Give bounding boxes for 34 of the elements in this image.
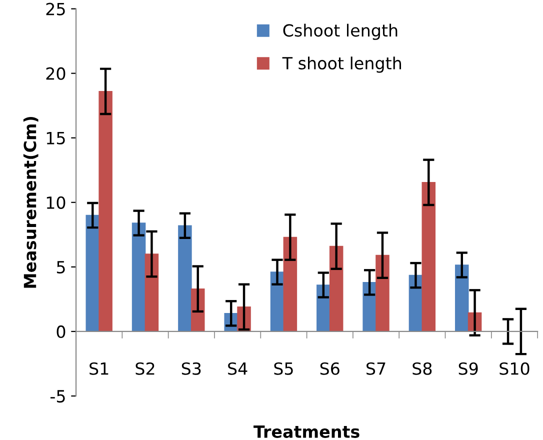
x-tick-label: S6 — [320, 362, 340, 375]
legend-label: T shoot length — [282, 56, 401, 73]
x-tick-label: S5 — [274, 362, 293, 375]
y-tick-label: 15 — [46, 132, 65, 144]
bar — [422, 182, 436, 332]
y-axis-title: Measurement(Cm) — [23, 116, 38, 288]
bar — [98, 90, 112, 332]
x-tick-label: S3 — [182, 362, 201, 375]
x-tick-label: S9 — [458, 362, 478, 375]
x-tick-label: S4 — [228, 362, 248, 375]
x-tick-label: S7 — [366, 362, 386, 375]
y-tick-label: 25 — [46, 2, 65, 16]
bar — [86, 214, 100, 332]
x-tick-label: S8 — [412, 362, 432, 375]
bar — [376, 254, 390, 332]
legend-label: Cshoot length — [283, 24, 398, 40]
x-tick-label: S10 — [500, 362, 530, 375]
y-tick-label: 5 — [56, 261, 65, 274]
y-tick-label: 20 — [46, 67, 66, 80]
bar — [283, 236, 298, 332]
bar — [408, 274, 423, 332]
bar — [362, 282, 376, 332]
y-tick-label: -5 — [50, 390, 65, 403]
bar — [144, 254, 159, 332]
x-axis-title: Treatments — [254, 426, 360, 438]
x-tick-label: S1 — [90, 362, 108, 375]
bar — [178, 225, 192, 332]
bar — [454, 264, 469, 332]
y-tick-label: 0 — [56, 325, 66, 338]
y-tick-label: 10 — [46, 196, 66, 209]
bar — [329, 246, 344, 332]
x-tick-label: S2 — [136, 362, 154, 375]
bar — [270, 272, 284, 332]
bar — [132, 222, 146, 332]
